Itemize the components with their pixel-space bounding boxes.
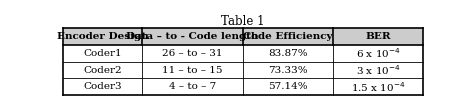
Text: Data – to - Code length: Data – to - Code length (127, 32, 259, 41)
Text: Encoder Design: Encoder Design (57, 32, 148, 41)
Text: 26 – to – 31: 26 – to – 31 (162, 49, 223, 58)
Text: 83.87%: 83.87% (268, 49, 308, 58)
Text: 73.33%: 73.33% (268, 66, 308, 75)
Text: Coder3: Coder3 (83, 82, 122, 91)
Text: 1.5 x 10$^{-4}$: 1.5 x 10$^{-4}$ (351, 80, 405, 94)
Text: Coder1: Coder1 (83, 49, 122, 58)
Text: 11 – to – 15: 11 – to – 15 (162, 66, 223, 75)
Text: Table 1: Table 1 (221, 15, 264, 28)
Text: BER: BER (365, 32, 391, 41)
Text: 4 – to – 7: 4 – to – 7 (169, 82, 216, 91)
Text: 3 x 10$^{-4}$: 3 x 10$^{-4}$ (356, 63, 400, 77)
Bar (63, 28, 423, 45)
Text: Coder2: Coder2 (83, 66, 122, 75)
Text: Code Efficiency: Code Efficiency (243, 32, 333, 41)
Text: 6 x 10$^{-4}$: 6 x 10$^{-4}$ (356, 46, 400, 60)
Text: 57.14%: 57.14% (268, 82, 308, 91)
